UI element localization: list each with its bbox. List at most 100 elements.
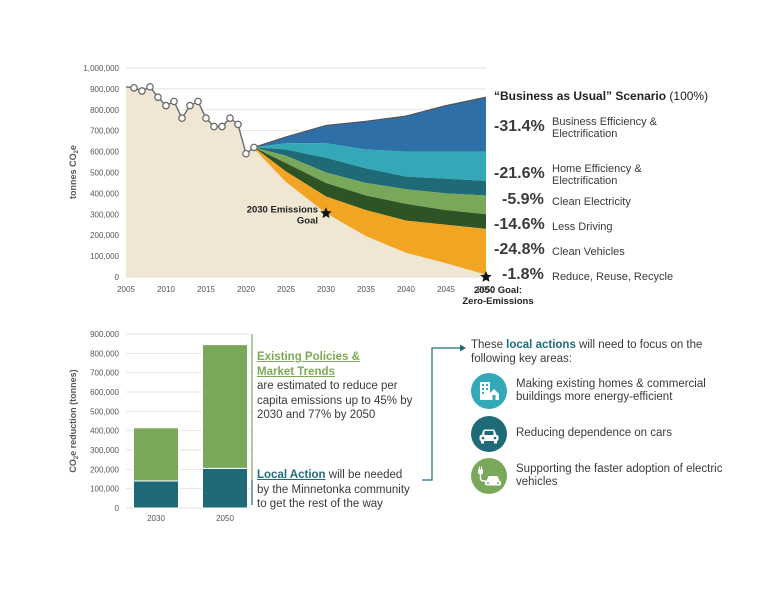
bau-line <box>253 96 487 148</box>
historical-point <box>234 120 242 129</box>
wedge-pct-recycle: -1.8% <box>502 266 544 283</box>
historical-point <box>178 114 186 123</box>
wedge-pct-electricity: -5.9% <box>502 191 544 208</box>
x-tick-label: 2015 <box>197 285 215 294</box>
y-tick-label: 500,000 <box>90 169 119 178</box>
wedge-label-electricity: Clean Electricity <box>552 196 631 208</box>
x-tick-label: 2050 <box>477 285 495 294</box>
bar-y-tick-label: 900,000 <box>90 330 119 339</box>
connector-arrow-icon <box>460 344 466 352</box>
bar-category-label: 2030 <box>147 514 165 523</box>
wedge-label-business: Business Efficiency & Electrification <box>552 116 657 140</box>
historical-point <box>138 87 146 95</box>
bar-y-tick-label: 800,000 <box>90 349 119 358</box>
wedge-label-vehicles: Clean Vehicles <box>552 246 625 258</box>
historical-point <box>226 114 234 123</box>
focus-area-cars-text: Reducing dependence on cars <box>516 427 673 439</box>
bar-2050-segment-0 <box>202 467 248 509</box>
ev-plug-icon <box>471 458 507 494</box>
y-tick-label: 600,000 <box>90 148 119 157</box>
wedge-label-home: Home Efficiency & Electrification <box>552 163 642 187</box>
x-tick-label: 2005 <box>117 285 135 294</box>
goal-2030-label: 2030 Emissions <box>247 204 318 215</box>
market-trends-link[interactable]: Market Trends <box>257 365 335 378</box>
goal-2030-star <box>320 207 332 219</box>
local-connector-line <box>422 347 462 481</box>
y-tick-label: 700,000 <box>90 127 119 136</box>
bar-y-tick-label: 0 <box>115 504 120 513</box>
wedge-pct-home: -21.6% <box>494 165 545 182</box>
bar-y-tick-label: 100,000 <box>90 485 119 494</box>
y-tick-label: 100,000 <box>90 252 119 261</box>
local-action-text: by the Minnetonka community to get the r… <box>257 483 410 511</box>
historical-point <box>242 149 250 158</box>
goal-2050-label: 2050 Goal: <box>474 285 522 296</box>
wedge-area-4 <box>254 147 486 229</box>
x-tick-label: 2025 <box>277 285 295 294</box>
building-icon <box>471 373 507 409</box>
focus-area-buildings-text: Making existing homes & commercial build… <box>516 378 706 403</box>
scenario-title: “Business as Usual” Scenario (100%) <box>494 89 709 103</box>
existing-policies-text: are estimated to reduce per capita emiss… <box>257 380 413 421</box>
goal-2050-star <box>480 271 492 282</box>
existing-policies-note: Existing Policies & Market Trends are es… <box>257 350 417 423</box>
x-tick-label: 2040 <box>397 285 415 294</box>
wedge-area-2 <box>254 147 486 196</box>
x-tick-label: 2035 <box>357 285 375 294</box>
historical-point <box>162 101 170 110</box>
bar-2030-segment-0 <box>133 480 179 509</box>
bar-y-tick-label: 200,000 <box>90 465 119 474</box>
wedge-label-recycle: Reduce, Reuse, Recycle <box>552 271 674 283</box>
historical-point <box>146 82 154 91</box>
historical-point <box>186 101 194 110</box>
historical-point <box>170 97 178 106</box>
focus-area-ev: Supporting the faster adoption of electr… <box>471 458 751 496</box>
wedge-pct-driving: -14.6% <box>494 216 545 233</box>
historical-point <box>154 93 162 102</box>
bar-y-tick-label: 600,000 <box>90 388 119 397</box>
local-action-link[interactable]: Local Action <box>257 469 326 481</box>
historical-point <box>194 97 202 106</box>
bar-y-tick-label: 400,000 <box>90 427 119 436</box>
focus-area-ev-text: Supporting the faster adoption of electr… <box>516 463 723 488</box>
x-tick-label: 2010 <box>157 285 175 294</box>
historical-point <box>210 122 218 131</box>
historical-point <box>202 114 210 123</box>
wedge-label-driving: Less Driving <box>552 221 613 233</box>
wedge-area-5 <box>254 147 486 274</box>
y-tick-label: 300,000 <box>90 210 119 219</box>
y-tick-label: 900,000 <box>90 85 119 94</box>
historical-area <box>126 86 486 277</box>
wedge-pct-business: -31.4% <box>494 118 545 135</box>
bar-2050-segment-1 <box>202 344 248 469</box>
local-action-note: Local Action will be needed by the Minne… <box>257 469 410 511</box>
historical-point <box>250 143 258 152</box>
y-tick-label: 200,000 <box>90 231 119 240</box>
y-axis-label: tonnes CO2e <box>68 145 80 199</box>
wedge-area-3 <box>254 147 486 215</box>
wedge-area-1 <box>254 143 486 181</box>
y-tick-label: 0 <box>115 273 120 282</box>
focus-area-cars: Reducing dependence on cars <box>471 416 751 454</box>
x-tick-label: 2045 <box>437 285 455 294</box>
bar-category-label: 2050 <box>216 514 234 523</box>
goal-2030-label-2: Goal <box>297 215 318 226</box>
historical-point <box>218 122 226 131</box>
goal-trajectory-line <box>253 146 487 275</box>
goal-2050-label-2: Zero-Emissions <box>462 296 533 307</box>
bar-y-tick-label: 300,000 <box>90 446 119 455</box>
existing-policies-link[interactable]: Existing Policies & <box>257 351 360 363</box>
bar-y-tick-label: 500,000 <box>90 407 119 416</box>
y-tick-label: 1,000,000 <box>83 64 119 73</box>
wedge-pct-vehicles: -24.8% <box>494 241 545 258</box>
local-actions-intro: These local actions will need to focus o… <box>471 339 703 365</box>
historical-point <box>130 84 138 92</box>
y-tick-label: 800,000 <box>90 106 119 115</box>
bar-y-axis-label: CO2e reduction (tonnes) <box>68 369 80 472</box>
x-tick-label: 2020 <box>237 285 255 294</box>
bar-y-tick-label: 700,000 <box>90 369 119 378</box>
bar-2030-segment-1 <box>133 427 179 482</box>
x-tick-label: 2030 <box>317 285 335 294</box>
focus-area-buildings: Making existing homes & commercial build… <box>471 373 751 411</box>
